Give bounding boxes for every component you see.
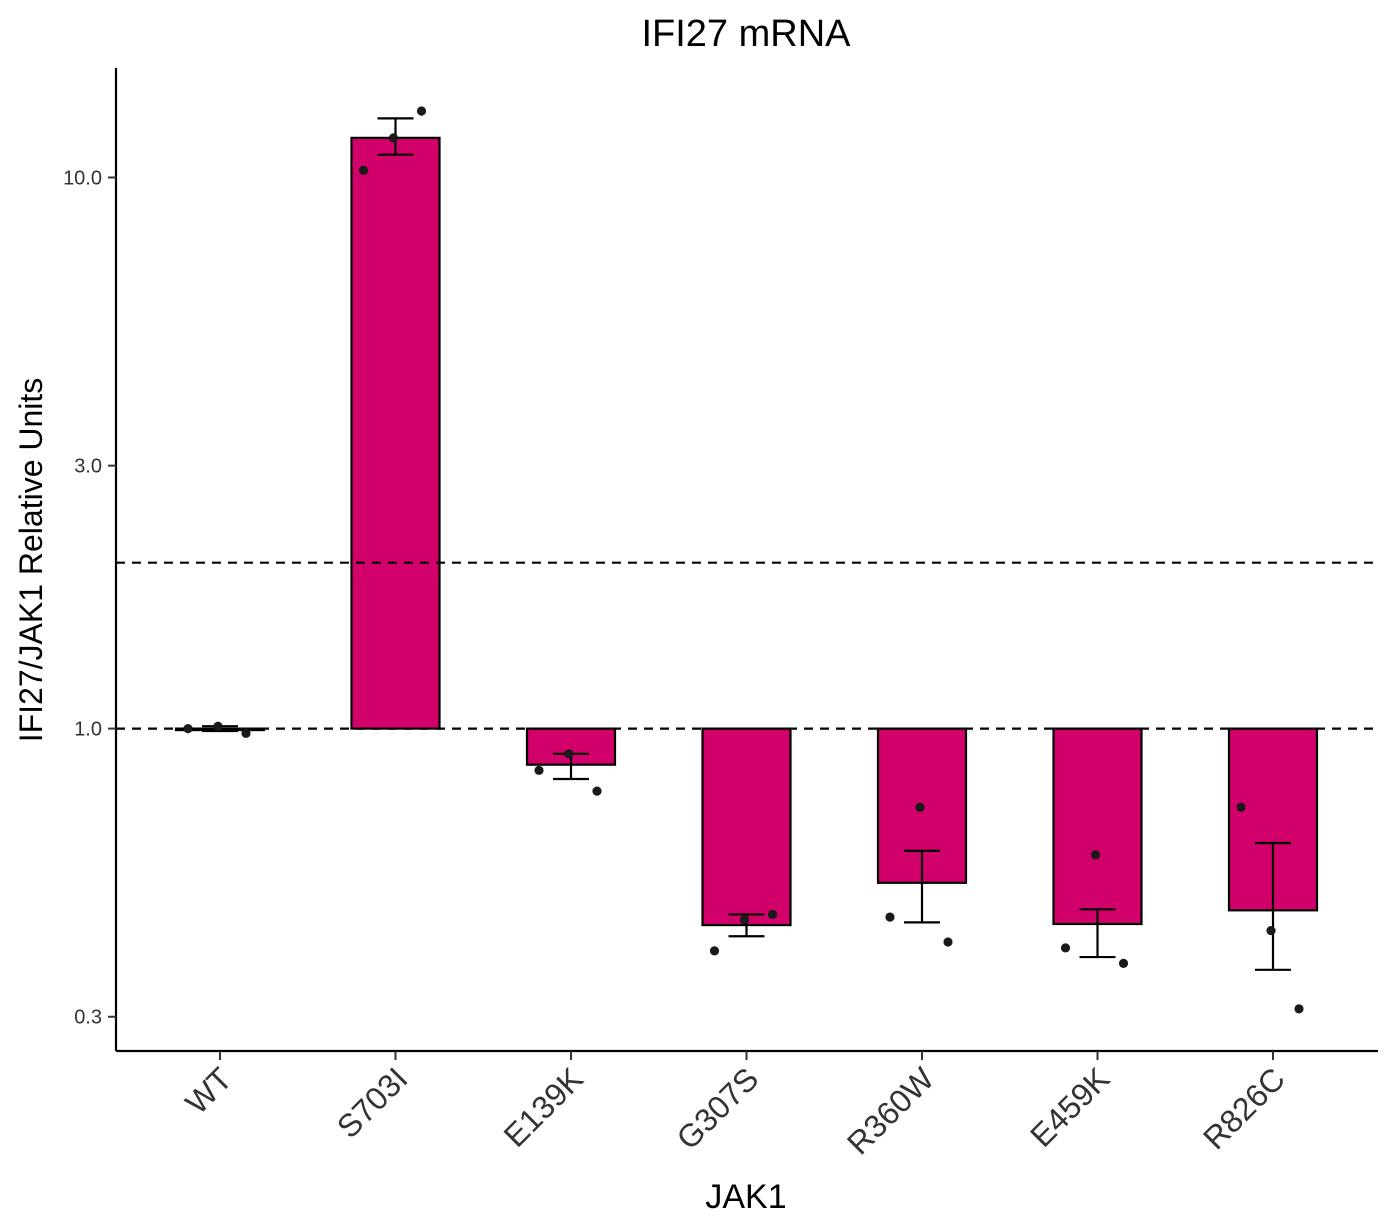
y-tick-label-2: 1.0 (74, 719, 102, 741)
bar-g307s (701, 727, 792, 927)
data-point-wt-1 (183, 723, 193, 734)
x-tick-label-r360w: R360W (840, 1060, 941, 1161)
data-point-g307s-3 (767, 909, 778, 920)
x-tick-label-e459k: E459K (1023, 1060, 1116, 1153)
data-point-e459k-1 (1060, 943, 1071, 953)
x-tick-label-r826c: R826C (1196, 1060, 1292, 1156)
chart-title: IFI27 mRNA (641, 13, 851, 55)
data-point-e459k-2 (1090, 850, 1101, 860)
x-tick-label-s703i: S703I (330, 1060, 415, 1145)
data-point-r360w-1 (885, 912, 895, 922)
data-point-r826c-1 (1236, 802, 1246, 812)
data-point-s703i-2 (388, 133, 399, 143)
data-point-r360w-3 (943, 937, 953, 947)
x-axis-label: JAK1 (705, 1178, 786, 1216)
y-tick-label-4: 10.0 (63, 167, 102, 189)
data-point-e459k-3 (1118, 958, 1129, 968)
y-tick-label-3: 3.0 (74, 456, 102, 478)
data-point-r826c-3 (1294, 1004, 1304, 1014)
data-point-e139k-2 (564, 749, 574, 759)
data-point-s703i-3 (416, 106, 427, 116)
data-point-e139k-1 (534, 765, 544, 775)
data-point-r360w-2 (915, 802, 925, 812)
data-point-g307s-1 (709, 946, 720, 956)
bar-e459k (1052, 727, 1143, 926)
y-tick-label-1: 0.3 (74, 1007, 102, 1029)
data-point-wt-3 (241, 728, 251, 739)
x-tick-label-wt: WT (178, 1060, 239, 1121)
x-tick-label-e139k: E139K (497, 1060, 590, 1153)
plot-area: 0.3 1.0 3.0 10.0 WT S703I E139K G307S R360W E459K… (63, 68, 1378, 1161)
data-point-r826c-2 (1266, 925, 1276, 936)
bar-s703i (350, 136, 441, 730)
data-point-wt-2 (213, 721, 223, 731)
data-point-g307s-2 (739, 915, 750, 925)
x-tick-label-g307s: G307S (670, 1060, 766, 1156)
y-axis-label: IFI27/JAK1 Relative Units (13, 378, 49, 743)
data-point-s703i-1 (358, 165, 369, 176)
data-point-e139k-3 (592, 786, 602, 796)
